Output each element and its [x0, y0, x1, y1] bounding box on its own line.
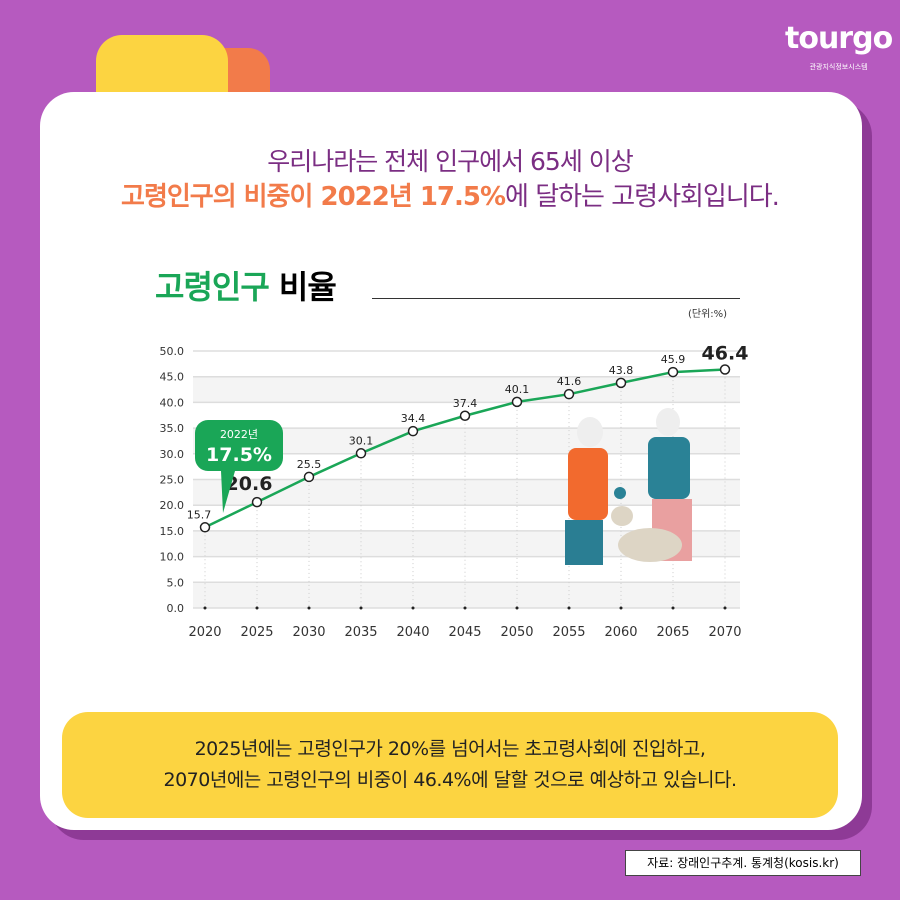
grid-band [193, 582, 740, 608]
callout-value: 17.5% [206, 444, 272, 466]
data-point [563, 388, 575, 400]
data-point [355, 448, 367, 459]
headline-line2: 고령인구의 비중이 2022년 17.5%에 달하는 고령사회입니다. [121, 182, 780, 212]
title-underline [372, 298, 740, 299]
woman-head [577, 417, 603, 447]
y-tick-label: 10.0 [160, 551, 185, 564]
unit-label: (단위:%) [688, 309, 728, 320]
x-tick [671, 606, 675, 610]
x-tick [619, 606, 623, 610]
x-tick [567, 606, 571, 610]
logo: tourgo 관광지식정보시스템 [785, 21, 893, 72]
y-tick-label: 5.0 [167, 576, 185, 589]
x-tick-label: 2030 [292, 625, 325, 640]
data-point [615, 377, 627, 389]
summary-box: 2025년에는 고령인구가 20%를 넘어서는 초고령사회에 진입하고, 2070… [62, 712, 838, 818]
x-tick [203, 606, 207, 610]
y-tick-label: 50.0 [160, 345, 185, 358]
data-point [459, 410, 471, 422]
x-tick [359, 606, 363, 610]
x-tick-label: 2060 [604, 625, 637, 640]
x-tick-label: 2065 [656, 625, 689, 640]
data-point [303, 471, 315, 483]
x-tick [723, 606, 727, 610]
data-label: 41.6 [557, 375, 582, 388]
data-label: 15.7 [187, 508, 212, 521]
woman-pants [565, 520, 603, 565]
data-point [199, 522, 211, 533]
data-point [407, 425, 419, 437]
x-tick-label: 2055 [552, 625, 585, 640]
callout-bubble [195, 420, 283, 513]
data-label: 20.6 [226, 473, 273, 495]
y-tick-label: 0.0 [167, 602, 185, 615]
data-label: 43.8 [609, 364, 634, 377]
y-tick-label: 40.0 [160, 396, 185, 409]
x-tick [411, 606, 415, 610]
data-label: 40.1 [505, 383, 530, 396]
y-tick-label: 35.0 [160, 422, 185, 435]
headline-line1: 우리나라는 전체 인구에서 65세 이상 [267, 147, 634, 176]
data-point [511, 396, 523, 408]
data-point [667, 366, 679, 378]
x-tick-label: 2045 [448, 625, 481, 640]
data-label: 46.4 [702, 343, 749, 365]
y-tick-label: 30.0 [160, 448, 185, 461]
man-head [656, 408, 680, 436]
callout-year: 2022년 [220, 428, 258, 441]
heart-bubble [614, 487, 626, 499]
data-point [719, 364, 731, 375]
x-tick-label: 2040 [396, 625, 429, 640]
y-tick-label: 20.0 [160, 499, 185, 512]
x-tick-label: 2070 [708, 625, 741, 640]
data-label: 25.5 [297, 458, 322, 471]
x-tick [463, 606, 467, 610]
content-card [40, 92, 862, 830]
grid-band [193, 376, 740, 403]
data-label: 37.4 [453, 397, 478, 410]
woman-coat [568, 448, 608, 520]
data-label: 30.1 [349, 434, 374, 447]
dog-body [618, 528, 682, 562]
data-point [251, 496, 263, 508]
source-note: 자료: 장래인구추계. 통계청(kosis.kr) [625, 850, 861, 876]
x-tick-label: 2050 [500, 625, 533, 640]
x-tick [307, 606, 311, 610]
x-tick-label: 2035 [344, 625, 377, 640]
chart-title: 고령인구 비율 [155, 268, 337, 306]
x-tick [515, 606, 519, 610]
x-tick-label: 2020 [188, 625, 221, 640]
x-tick [255, 606, 259, 610]
y-tick-label: 15.0 [160, 525, 185, 538]
man-shirt [648, 437, 690, 499]
dog-head [611, 506, 633, 526]
y-tick-label: 45.0 [160, 371, 185, 384]
x-tick-label: 2025 [240, 625, 273, 640]
data-label: 45.9 [661, 353, 686, 366]
data-label: 34.4 [401, 412, 426, 425]
y-tick-label: 25.0 [160, 474, 185, 487]
